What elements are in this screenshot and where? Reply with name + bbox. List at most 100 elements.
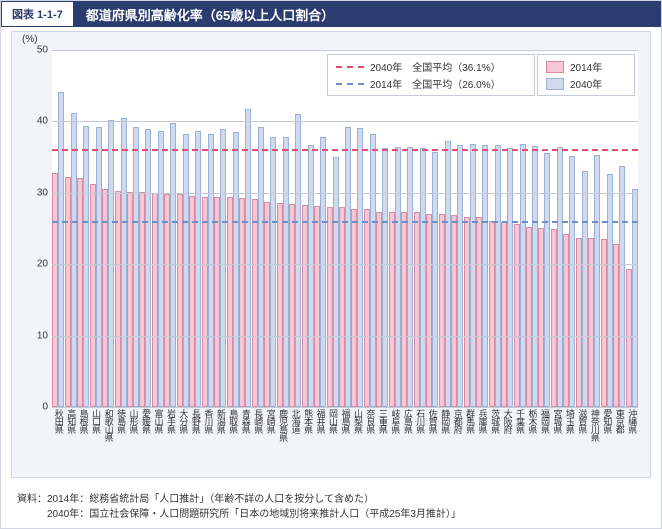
bar-y2040 (495, 145, 501, 407)
bar-group (601, 50, 613, 407)
x-tick-label: 長野県 (191, 409, 200, 433)
y-tick-label: 10 (22, 330, 48, 341)
x-tick-label: 岐阜県 (390, 409, 399, 433)
x-tick-label: 山梨県 (353, 409, 362, 433)
bar-y2040 (520, 144, 526, 407)
grid-line (52, 121, 638, 122)
ref-line-2014 (52, 221, 638, 223)
x-tick-label: 三重県 (378, 409, 387, 433)
y-tick-label: 0 (22, 402, 48, 413)
bar-y2040 (208, 134, 214, 407)
x-tick-label: 岩手県 (166, 409, 175, 433)
bar-y2040 (420, 148, 426, 407)
figure-frame: 図表 1-1-7 都道府県別高齢化率（65歳以上人口割合） (%) 秋田県高知県… (0, 0, 662, 529)
figure-number: 図表 1-1-7 (1, 1, 74, 27)
bar-y2040 (532, 146, 538, 407)
x-tick-label: 広島県 (403, 409, 412, 433)
bar-y2040 (582, 171, 588, 407)
legend-series: 2014年 2040年 (537, 54, 635, 96)
bar-y2040 (58, 92, 64, 407)
x-tick-label: 香川県 (203, 409, 212, 433)
grid-line (52, 336, 638, 337)
x-tick-label: 徳島県 (116, 409, 125, 433)
x-tick-label: 富山県 (153, 409, 162, 433)
x-tick-label: 山形県 (129, 409, 138, 433)
bar-y2040 (557, 147, 563, 407)
bar-y2040 (158, 131, 164, 407)
bar-y2040 (470, 144, 476, 407)
x-tick-label: 栃木県 (528, 409, 537, 433)
bar-group (476, 50, 488, 407)
x-tick-label: 長崎県 (253, 409, 262, 433)
legend-avg-2040: 2040年 全国平均（36.1%） (336, 59, 526, 74)
x-axis-labels: 秋田県高知県島根県山口県和歌山県徳島県山形県愛媛県富山県岩手県大分県長野県香川県… (52, 407, 638, 477)
bar-group (77, 50, 89, 407)
bar-group (314, 50, 326, 407)
bar-y2040 (183, 134, 189, 407)
x-tick-label: 福島県 (341, 409, 350, 433)
y-axis-unit: (%) (22, 34, 38, 45)
bar-group (626, 50, 638, 407)
legend-2014-label: 2014年 (570, 59, 602, 74)
x-tick-label: 岡山県 (328, 409, 337, 433)
x-tick-label: 福井県 (316, 409, 325, 433)
legend-averages: 2040年 全国平均（36.1%） 2014年 全国平均（26.0%） (327, 54, 535, 96)
bar-group (251, 50, 263, 407)
bar-y2040 (370, 134, 376, 407)
bar-group (89, 50, 101, 407)
swatch-pink-icon (546, 61, 564, 73)
bar-group (326, 50, 338, 407)
bar-group (563, 50, 575, 407)
x-tick-label: 愛媛県 (141, 409, 150, 433)
bar-group (177, 50, 189, 407)
bar-group (414, 50, 426, 407)
y-tick-label: 50 (22, 45, 48, 56)
x-tick-label: 沖縄県 (627, 409, 636, 433)
x-tick-label: 静岡県 (440, 409, 449, 433)
bar-y2040 (71, 113, 77, 407)
bar-group (588, 50, 600, 407)
bar-y2040 (445, 141, 451, 407)
bar-group (401, 50, 413, 407)
grid-line (52, 50, 638, 51)
source-note: 資料：2014年：総務省統計局「人口推計」（年齢不詳の人口を按分して含めた） 2… (17, 492, 461, 522)
bar-group (152, 50, 164, 407)
x-tick-label: 茨城県 (490, 409, 499, 433)
bar-y2040 (245, 109, 251, 407)
bar-y2040 (83, 126, 89, 407)
bar-group (214, 50, 226, 407)
bar-y2040 (607, 174, 613, 407)
bar-group (301, 50, 313, 407)
bar-y2040 (308, 145, 314, 407)
bar-group (276, 50, 288, 407)
x-tick-label: 北海道 (291, 409, 300, 433)
chart-inner: 秋田県高知県島根県山口県和歌山県徳島県山形県愛媛県富山県岩手県大分県長野県香川県… (52, 50, 638, 407)
bar-group (538, 50, 550, 407)
bar-y2040 (544, 153, 550, 407)
y-tick-label: 20 (22, 259, 48, 270)
bar-y2040 (195, 131, 201, 407)
bar-y2040 (295, 114, 301, 407)
bars-layer (52, 50, 638, 407)
dash-blue-icon (336, 83, 364, 85)
bar-group (227, 50, 239, 407)
bar-y2040 (482, 145, 488, 407)
bar-y2040 (121, 118, 127, 407)
x-tick-label: 大阪府 (503, 409, 512, 433)
bar-y2040 (283, 137, 289, 407)
bar-group (164, 50, 176, 407)
ref-line-2040 (52, 149, 638, 151)
bar-group (463, 50, 475, 407)
bar-y2040 (432, 152, 438, 407)
x-tick-label: 青森県 (241, 409, 250, 433)
x-tick-label: 滋賀県 (577, 409, 586, 433)
bar-group (501, 50, 513, 407)
chart-panel: (%) 秋田県高知県島根県山口県和歌山県徳島県山形県愛媛県富山県岩手県大分県長野… (11, 31, 651, 478)
bar-group (127, 50, 139, 407)
x-tick-label: 神奈川県 (590, 409, 599, 441)
bar-y2040 (345, 127, 351, 407)
x-tick-label: 福岡県 (540, 409, 549, 433)
bar-group (139, 50, 151, 407)
bar-group (488, 50, 500, 407)
x-tick-label: 新潟県 (216, 409, 225, 433)
